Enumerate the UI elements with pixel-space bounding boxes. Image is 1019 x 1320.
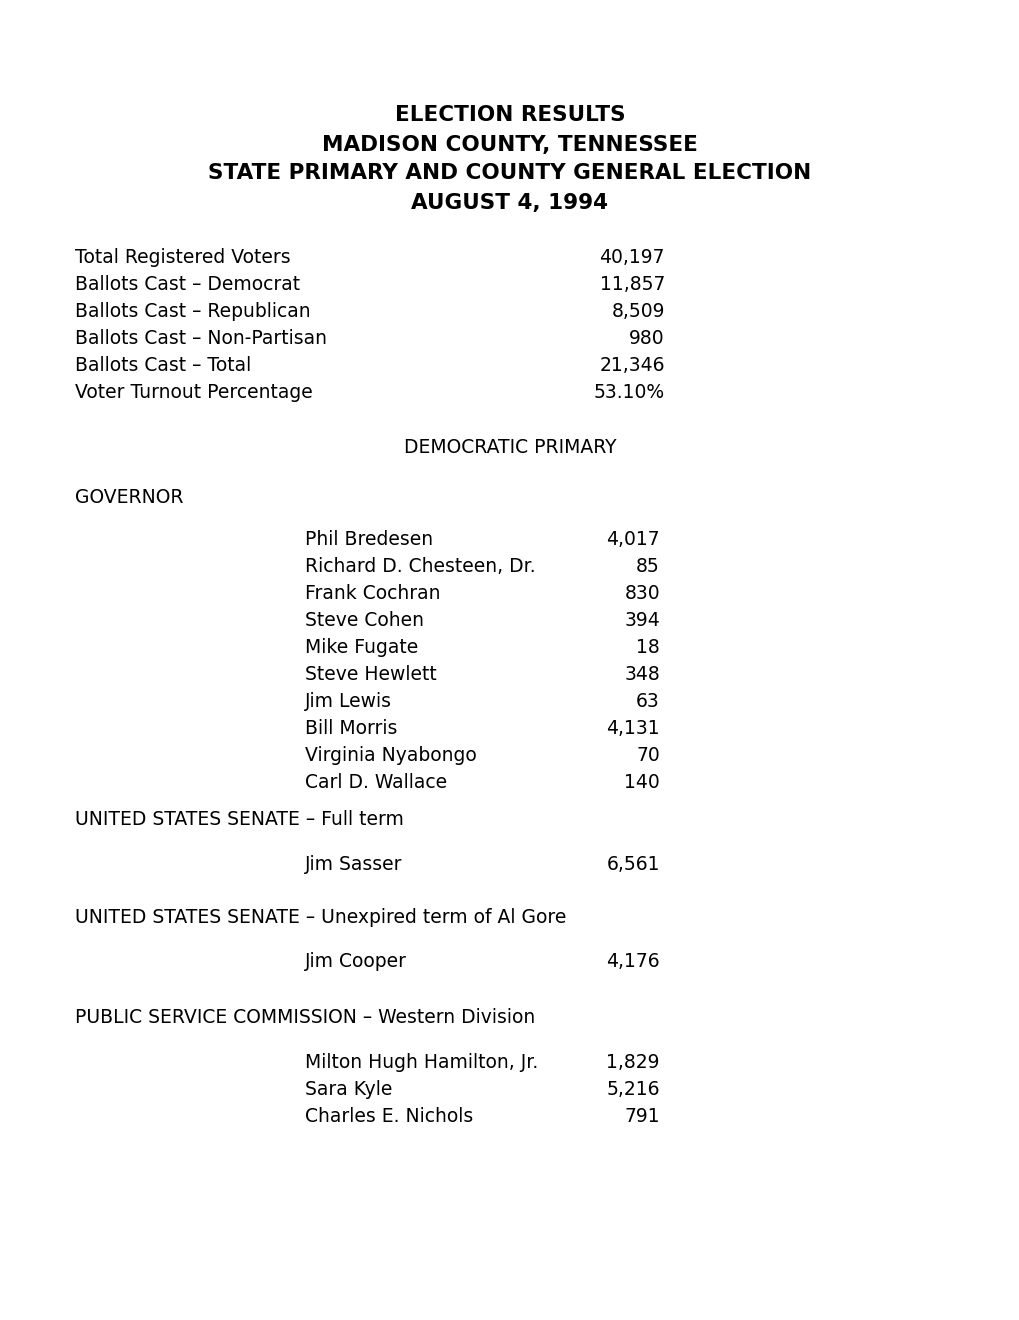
Text: 11,857: 11,857 — [599, 275, 664, 294]
Text: Sara Kyle: Sara Kyle — [305, 1080, 392, 1100]
Text: Bill Morris: Bill Morris — [305, 719, 397, 738]
Text: MADISON COUNTY, TENNESSEE: MADISON COUNTY, TENNESSEE — [322, 135, 697, 154]
Text: Richard D. Chesteen, Dr.: Richard D. Chesteen, Dr. — [305, 557, 535, 576]
Text: 4,176: 4,176 — [605, 952, 659, 972]
Text: 980: 980 — [629, 329, 664, 348]
Text: Jim Cooper: Jim Cooper — [305, 952, 407, 972]
Text: Total Registered Voters: Total Registered Voters — [75, 248, 290, 267]
Text: 830: 830 — [624, 583, 659, 603]
Text: 791: 791 — [624, 1107, 659, 1126]
Text: Ballots Cast – Total: Ballots Cast – Total — [75, 356, 251, 375]
Text: 4,131: 4,131 — [605, 719, 659, 738]
Text: Steve Hewlett: Steve Hewlett — [305, 665, 436, 684]
Text: Jim Sasser: Jim Sasser — [305, 855, 403, 874]
Text: 348: 348 — [624, 665, 659, 684]
Text: DEMOCRATIC PRIMARY: DEMOCRATIC PRIMARY — [404, 438, 615, 457]
Text: 8,509: 8,509 — [611, 302, 664, 321]
Text: Mike Fugate: Mike Fugate — [305, 638, 418, 657]
Text: Carl D. Wallace: Carl D. Wallace — [305, 774, 446, 792]
Text: 63: 63 — [636, 692, 659, 711]
Text: PUBLIC SERVICE COMMISSION – Western Division: PUBLIC SERVICE COMMISSION – Western Divi… — [75, 1008, 535, 1027]
Text: Ballots Cast – Democrat: Ballots Cast – Democrat — [75, 275, 300, 294]
Text: 1,829: 1,829 — [606, 1053, 659, 1072]
Text: Steve Cohen: Steve Cohen — [305, 611, 424, 630]
Text: Virginia Nyabongo: Virginia Nyabongo — [305, 746, 476, 766]
Text: Voter Turnout Percentage: Voter Turnout Percentage — [75, 383, 313, 403]
Text: UNITED STATES SENATE – Unexpired term of Al Gore: UNITED STATES SENATE – Unexpired term of… — [75, 908, 566, 927]
Text: 53.10%: 53.10% — [593, 383, 664, 403]
Text: 18: 18 — [636, 638, 659, 657]
Text: Ballots Cast – Non-Partisan: Ballots Cast – Non-Partisan — [75, 329, 327, 348]
Text: Milton Hugh Hamilton, Jr.: Milton Hugh Hamilton, Jr. — [305, 1053, 538, 1072]
Text: Jim Lewis: Jim Lewis — [305, 692, 391, 711]
Text: AUGUST 4, 1994: AUGUST 4, 1994 — [411, 193, 608, 213]
Text: 6,561: 6,561 — [606, 855, 659, 874]
Text: ELECTION RESULTS: ELECTION RESULTS — [394, 106, 625, 125]
Text: STATE PRIMARY AND COUNTY GENERAL ELECTION: STATE PRIMARY AND COUNTY GENERAL ELECTIO… — [208, 162, 811, 183]
Text: GOVERNOR: GOVERNOR — [75, 488, 183, 507]
Text: Frank Cochran: Frank Cochran — [305, 583, 440, 603]
Text: 21,346: 21,346 — [599, 356, 664, 375]
Text: 40,197: 40,197 — [599, 248, 664, 267]
Text: 70: 70 — [636, 746, 659, 766]
Text: 5,216: 5,216 — [606, 1080, 659, 1100]
Text: 394: 394 — [624, 611, 659, 630]
Text: UNITED STATES SENATE – Full term: UNITED STATES SENATE – Full term — [75, 810, 404, 829]
Text: Ballots Cast – Republican: Ballots Cast – Republican — [75, 302, 311, 321]
Text: 140: 140 — [624, 774, 659, 792]
Text: 4,017: 4,017 — [605, 531, 659, 549]
Text: Charles E. Nichols: Charles E. Nichols — [305, 1107, 473, 1126]
Text: 85: 85 — [636, 557, 659, 576]
Text: Phil Bredesen: Phil Bredesen — [305, 531, 433, 549]
